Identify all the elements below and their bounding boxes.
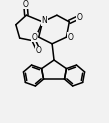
Text: O: O	[67, 33, 73, 42]
Text: O: O	[36, 46, 42, 55]
Text: O: O	[22, 0, 28, 9]
Text: O: O	[76, 13, 82, 22]
Text: N: N	[42, 16, 47, 25]
Text: O: O	[32, 33, 38, 42]
